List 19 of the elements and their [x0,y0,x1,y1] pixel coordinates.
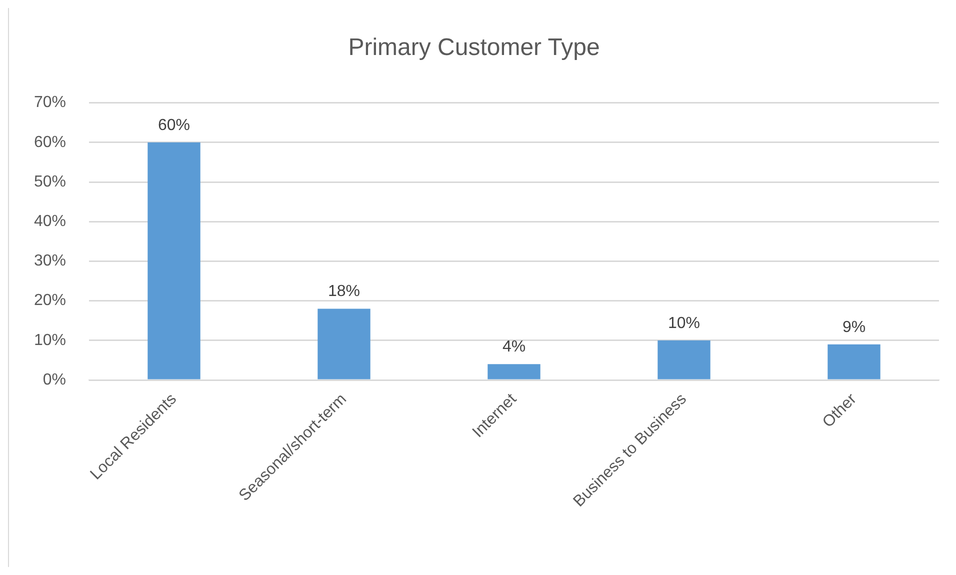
chart-title: Primary Customer Type [348,34,600,62]
data-label: 9% [842,318,866,336]
y-tick-label: 60% [34,134,66,151]
y-tick-label: 40% [34,213,66,230]
y-tick-label: 50% [34,173,66,190]
bar [318,308,370,380]
data-label: 18% [328,283,360,300]
y-tick-label: 0% [42,371,66,388]
bar [488,364,540,380]
bar [658,340,710,380]
data-label: 4% [502,338,526,356]
data-label: 60% [158,116,190,134]
data-label: 10% [668,314,700,332]
bar [148,142,200,380]
y-tick-label: 70% [34,94,66,112]
y-tick-label: 20% [34,292,66,310]
y-tick-label: 10% [34,332,66,349]
bar [828,344,880,380]
y-tick-label: 30% [34,252,66,270]
